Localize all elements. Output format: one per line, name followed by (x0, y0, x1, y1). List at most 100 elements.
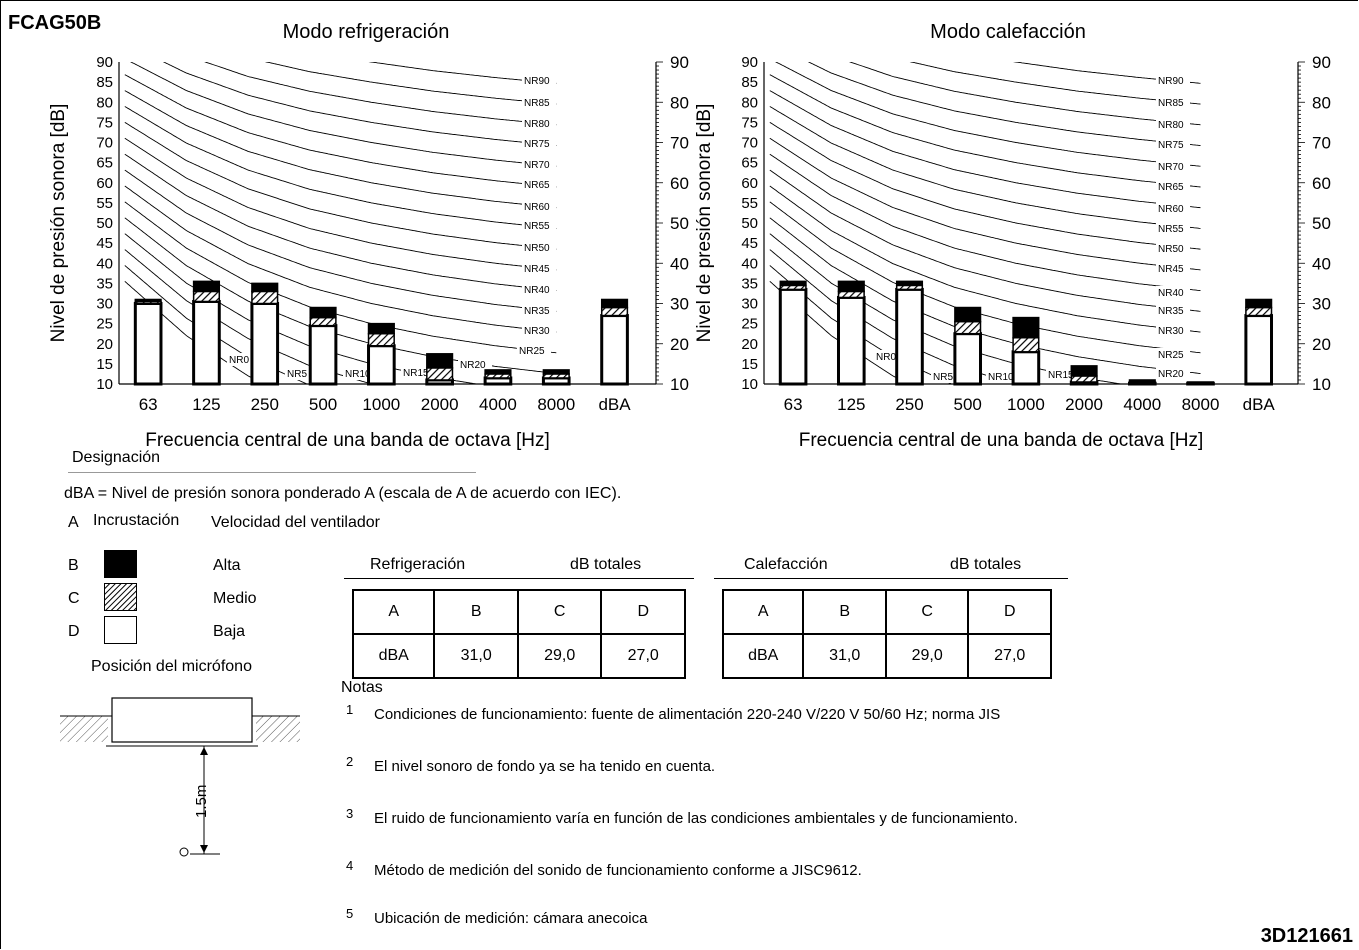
nr-curve-label: NR60 (1158, 204, 1184, 215)
nr-curve-label: NR15 (403, 368, 429, 379)
y-tick-label-left: 90 (96, 54, 113, 71)
y-tick-label-left: 35 (96, 275, 113, 292)
nr-curve-label: NR50 (1158, 244, 1184, 255)
y-tick-label-left: 70 (741, 135, 758, 152)
y-tick-label-left: 90 (741, 54, 758, 71)
nr-curve-label: NR10 (345, 369, 371, 380)
bar-medio (192, 290, 221, 303)
bar-alta (1070, 365, 1098, 377)
nr-label-bg (1156, 324, 1190, 337)
designation-underline (68, 472, 476, 473)
nr-curve-label: NR85 (1158, 98, 1184, 109)
bar-baja (250, 302, 280, 386)
legend-header-velocidad: Velocidad del ventilador (211, 514, 381, 531)
nr-label-bg (1156, 304, 1190, 317)
y-tick-label-left: 40 (96, 255, 113, 272)
nr-curve (124, 169, 557, 312)
nr-curve (124, 201, 557, 354)
y-tick-label-left: 80 (741, 94, 758, 111)
bar-alta (134, 298, 162, 303)
bar-baja (953, 332, 983, 386)
y-tick-label-left: 70 (96, 135, 113, 152)
bar-alta (251, 282, 279, 293)
nr-curve-label: NR35 (524, 306, 550, 317)
table-heating-title: Calefacción (744, 556, 828, 573)
y-tick-label-right: 80 (670, 93, 689, 112)
y-tick-label-left: 75 (741, 114, 758, 131)
nr-curve-label: NR45 (1158, 264, 1184, 275)
bar-baja (1011, 350, 1041, 386)
x-tick-label: 4000 (1123, 395, 1161, 414)
y-tick-label-right: 40 (670, 254, 689, 273)
nr-curve-label: NR20 (460, 360, 486, 371)
nr-curve-label: NR25 (519, 346, 545, 357)
table-cell: 29,0 (884, 633, 970, 679)
x-tick-label: 2000 (421, 395, 459, 414)
x-tick-label: 1000 (362, 395, 400, 414)
nr-curve (124, 74, 557, 188)
y-tick-label-left: 10 (741, 376, 758, 393)
table-cell: D (600, 589, 686, 635)
y-tick-label-right: 60 (1312, 174, 1331, 193)
nr-curve (848, 62, 1201, 126)
nr-label-bg (1156, 138, 1190, 151)
nr-label-bg (522, 283, 556, 296)
y-tick-label-left: 25 (96, 316, 113, 333)
nr-label-bg (1156, 286, 1190, 299)
nr-curves (124, 62, 557, 384)
swatch-alta (104, 550, 137, 578)
note-number: 2 (346, 754, 354, 769)
y-tick-label-left: 35 (741, 275, 758, 292)
bar-alta (1012, 316, 1040, 339)
nr-label-bg (522, 178, 556, 191)
nr-label-bg (986, 370, 1020, 383)
nr-label-bg (522, 96, 556, 109)
x-tick-label: dBA (598, 395, 631, 414)
table-cooling: A B C D dBA 31,0 29,0 27,0 (351, 589, 686, 679)
nr-label-bg (522, 158, 556, 171)
x-tick-label: 125 (837, 395, 865, 414)
nr-curve (124, 153, 557, 292)
nr-label-bg (522, 304, 556, 317)
nr-label-bg (1156, 202, 1190, 215)
bar-baja (600, 314, 629, 386)
x-tick-label: 8000 (1182, 395, 1220, 414)
y-tick-label-left: 55 (96, 195, 113, 212)
bar-alta (192, 280, 221, 293)
nr-curve-label: NR40 (1158, 288, 1184, 299)
cooling-chart: 90 85 80 75 70 65 60 55 50 45 40 35 30 25 20 15 10 90 80 70… (48, 21, 689, 451)
y-tick-label-left: 65 (96, 155, 113, 172)
nr-curve-label: NR15 (1048, 370, 1074, 381)
bar-baja (483, 376, 513, 386)
note-number: 3 (346, 806, 354, 821)
y-tick-label-left: 30 (96, 296, 113, 313)
nr-label-bg (522, 117, 556, 130)
mic-distance-label: 1.5m (193, 785, 210, 818)
nr-label-bg (1156, 180, 1190, 193)
bar-alta (895, 280, 924, 287)
nr-curve-label: NR10 (988, 372, 1014, 383)
nr-curve (769, 169, 1201, 312)
bar-alta (954, 306, 982, 323)
y-tick-label-right: 50 (670, 214, 689, 233)
note-text: El ruido de funcionamiento varía en func… (374, 810, 1018, 827)
nr-label-bg (522, 74, 556, 87)
table-cell: C (884, 589, 970, 635)
bar-baja (778, 287, 808, 386)
x-tick-label: 4000 (479, 395, 517, 414)
y-tick-label-left: 60 (741, 175, 758, 192)
bar-medio (1245, 306, 1273, 317)
bar-alta (837, 280, 865, 293)
bar-medio (309, 316, 337, 327)
x-tick-label: 250 (895, 395, 923, 414)
nr-curve-label: NR90 (1158, 76, 1184, 87)
y-tick-label-left: 45 (96, 235, 113, 252)
legend-label-medio: Medio (213, 590, 257, 607)
table-cell: C (516, 589, 603, 635)
nr-curve-label: NR0 (229, 355, 249, 366)
nr-label-bg (522, 137, 556, 150)
nr-label-bg (1156, 348, 1190, 361)
nr-label-bg (1156, 367, 1190, 380)
table-cell: B (802, 589, 887, 635)
nr-curve-label: NR0 (876, 352, 896, 363)
